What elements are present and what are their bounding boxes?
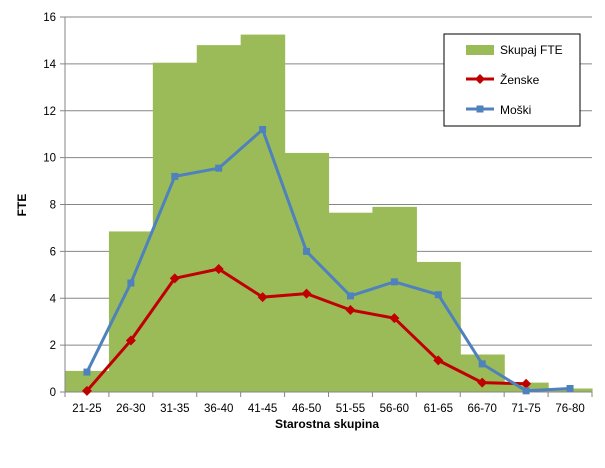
y-tick-label: 2 [50,340,56,352]
bar-skupaj-fte [328,212,374,392]
x-tick-label: 51-55 [336,403,365,415]
point-moski [434,291,442,299]
line-moski [85,128,571,393]
x-tick-label: 66-70 [467,403,496,415]
line-series [81,126,574,396]
y-tick-label: 10 [43,153,56,165]
bar-skupaj-fte [152,62,198,392]
legend-marker-moski [476,105,484,113]
x-tick-label: 21-25 [72,403,101,415]
point-moski [478,360,486,368]
y-tick-label: 4 [50,293,57,305]
x-tick-label: 26-30 [116,403,145,415]
x-tick-label: 76-80 [555,403,584,415]
point-zenske [433,355,444,366]
y-axis-title: FTE [15,194,29,217]
x-tick-label: 36-40 [204,403,233,415]
point-moski [303,247,311,255]
point-zenske [521,378,532,389]
point-moski [171,172,179,180]
point-moski [259,126,267,133]
x-tick-labels: 21-25 26-30 31-35 36-40 41-45 46-50 51-55 56-60… [72,403,585,415]
point-moski [566,384,574,392]
point-zenske [213,263,224,274]
legend: Skupaj FTE Ženske Moški [443,33,581,127]
y-tick-label: 0 [50,387,56,399]
bar-skupaj-fte [284,152,330,392]
bar-series [65,34,593,392]
legend-label-skupaj-fte: Skupaj FTE [500,43,563,57]
x-tick-label: 56-60 [380,403,409,415]
y-tick-label: 6 [50,246,56,258]
bar-skupaj-fte [240,34,286,392]
point-zenske [125,335,136,346]
bar-skupaj-fte [416,261,461,392]
legend-label-zenske: Ženske [500,72,540,87]
point-moski [83,368,91,376]
x-tick-label: 46-50 [292,403,321,415]
legend-marker-zenske [475,74,485,84]
x-tick-label: 71-75 [511,403,540,415]
x-tick-label: 61-65 [424,403,453,415]
legend-label-moski: Moški [500,103,531,117]
y-tick-label: 16 [43,12,56,24]
point-zenske [389,313,400,324]
point-zenske [169,273,180,284]
bar-skupaj-fte [196,45,242,392]
point-moski [390,278,398,286]
point-moski [215,164,223,172]
point-zenske [81,385,92,396]
x-axis-title: Starostna skupina [275,417,379,431]
point-moski [127,279,135,287]
point-zenske [301,288,312,299]
point-zenske [477,377,488,388]
x-tick-label: 31-35 [160,403,189,415]
x-tick-label: 41-45 [248,403,277,415]
point-moski [346,292,354,300]
y-tick-label: 14 [43,59,56,71]
legend-swatch-skupaj-fte [466,45,494,55]
y-tick-labels: 0 2 4 6 8 10 12 14 16 [43,12,56,399]
bar-skupaj-fte [372,206,417,392]
axes [64,17,592,393]
point-zenske [257,292,268,303]
point-zenske [345,304,356,315]
point-moski [522,387,530,395]
y-tick-label: 8 [50,200,56,212]
y-tick-label: 12 [43,106,56,118]
